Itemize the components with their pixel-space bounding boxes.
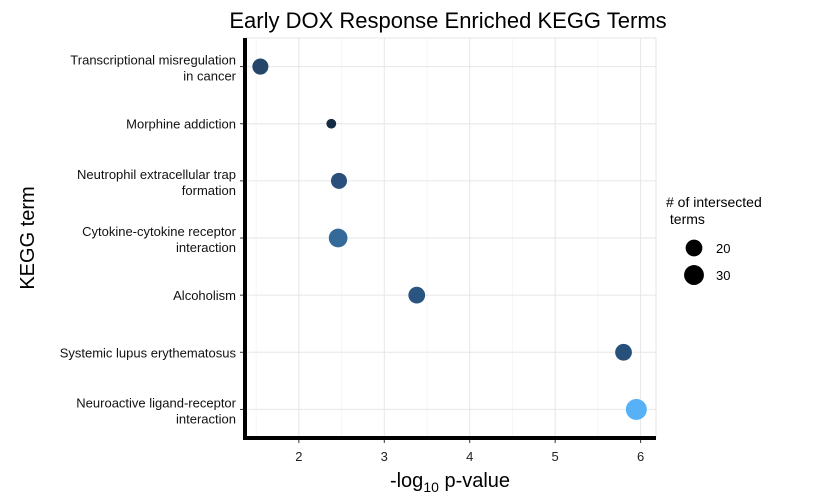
x-tick-labels: 2 3 4 5 6 [295, 439, 644, 464]
data-points [252, 58, 647, 420]
legend: # of intersected terms 20 30 [666, 194, 762, 285]
data-point [252, 58, 269, 75]
x-tick-label: 3 [381, 449, 388, 464]
data-point [326, 118, 337, 129]
x-tick-label: 5 [552, 449, 559, 464]
y-tick-labels: Transcriptional misregulation in cancer Mo… [60, 53, 244, 426]
y-tick-label: Neuroactive ligand-receptor interaction [76, 395, 236, 426]
legend-title-line1: # of intersected [666, 194, 762, 210]
data-point [330, 172, 348, 189]
y-tick-label: Alcoholism [173, 288, 236, 303]
grid [245, 37, 657, 438]
legend-key-label: 30 [716, 268, 730, 283]
y-tick-label: Transcriptional misregulation in cancer [70, 53, 236, 84]
y-axis-title: KEGG term [17, 186, 39, 289]
x-tick-label: 2 [295, 449, 302, 464]
y-tick-label: Cytokine-cytokine receptor interaction [82, 224, 237, 255]
legend-title-line2: terms [666, 211, 705, 227]
legend-key-label: 20 [716, 241, 730, 256]
x-axis-title: -log10 p-value [390, 470, 510, 495]
data-point [615, 343, 632, 361]
data-point [625, 398, 647, 420]
data-point [328, 228, 348, 248]
y-tick-label: Morphine addiction [126, 117, 236, 132]
data-point [408, 286, 426, 304]
x-tick-label: 6 [637, 449, 644, 464]
legend-key-circle [685, 239, 703, 257]
legend-key-circle [684, 265, 704, 285]
y-tick-label: Systemic lupus erythematosus [60, 345, 237, 360]
chart-title: Early DOX Response Enriched KEGG Terms [229, 8, 666, 33]
y-tick-label: Neutrophil extracellular trap formation [77, 167, 236, 198]
x-tick-label: 4 [466, 449, 473, 464]
